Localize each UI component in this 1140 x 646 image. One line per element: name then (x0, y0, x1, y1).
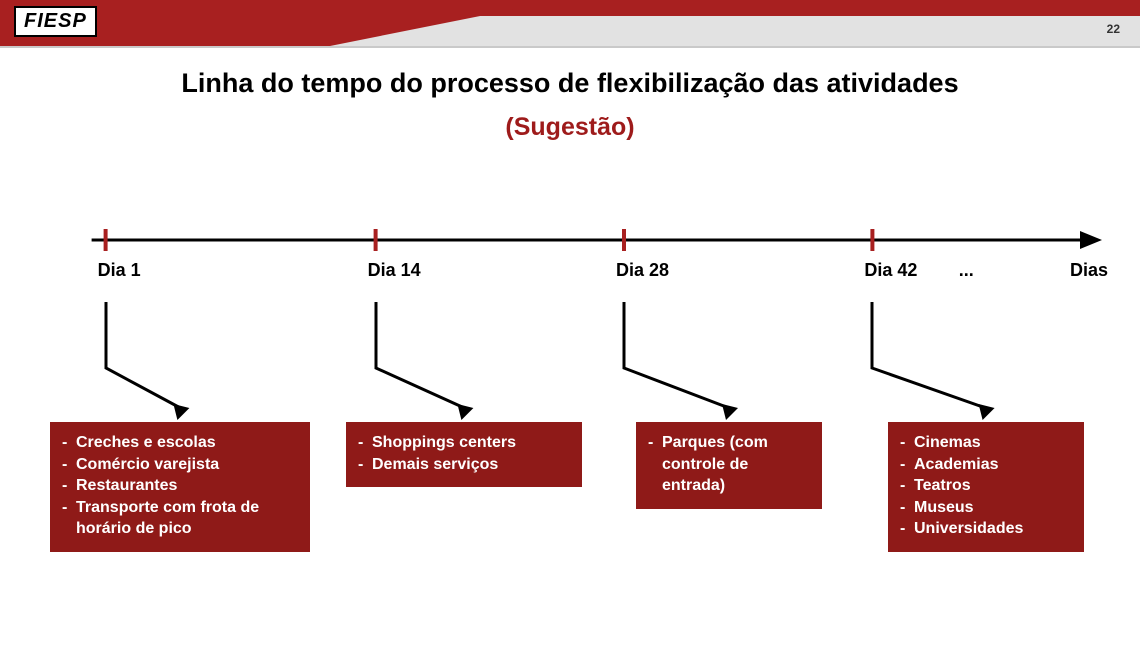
info-box-item: Creches e escolas (58, 432, 302, 454)
timeline-axis-label: Dias (1070, 260, 1108, 281)
slide-title: Linha do tempo do processo de flexibiliz… (30, 68, 1110, 99)
page-number: 22 (1107, 22, 1120, 36)
timeline-info-box: Parques (com controle de entrada) (636, 422, 822, 509)
header-red-diagonal (0, 0, 1140, 48)
timeline-tick-label: Dia 28 (616, 260, 669, 281)
connector-arrow (866, 302, 1006, 422)
info-box-item: Universidades (896, 518, 1076, 540)
slide-content: Linha do tempo do processo de flexibiliz… (0, 48, 1140, 642)
timeline-tick-label: Dia 14 (368, 260, 421, 281)
connector-arrow (100, 302, 240, 422)
info-box-item: Transporte com frota de horário de pico (58, 497, 302, 540)
info-box-item: Restaurantes (58, 475, 302, 497)
timeline-tick-label: Dia 1 (98, 260, 141, 281)
timeline-boxes: Creches e escolasComércio varejistaResta… (30, 422, 1110, 622)
timeline-tick-label: Dia 42 (864, 260, 917, 281)
header-diagonal-svg (0, 0, 1140, 48)
info-box-item: Cinemas (896, 432, 1076, 454)
timeline-axis (30, 222, 1110, 302)
timeline-info-box: Creches e escolasComércio varejistaResta… (50, 422, 310, 552)
logo: FIESP (14, 6, 97, 37)
connector-arrow (370, 302, 510, 422)
timeline-ellipsis: ... (959, 260, 974, 281)
info-box-item: Demais serviços (354, 454, 574, 476)
info-box-item: Academias (896, 454, 1076, 476)
slide-header: FIESP 22 (0, 0, 1140, 48)
info-box-item: Shoppings centers (354, 432, 574, 454)
info-box-item: Comércio varejista (58, 454, 302, 476)
connector-arrow (618, 302, 758, 422)
timeline: Dia 1 Dia 14 Dia 28 Dia 42... Dias (30, 222, 1110, 302)
timeline-info-box: Shoppings centersDemais serviços (346, 422, 582, 487)
info-box-item: Museus (896, 497, 1076, 519)
slide-subtitle: (Sugestão) (30, 113, 1110, 142)
info-box-item: Parques (com controle de entrada) (644, 432, 814, 497)
timeline-info-box: CinemasAcademiasTeatrosMuseusUniversidad… (888, 422, 1084, 552)
info-box-item: Teatros (896, 475, 1076, 497)
